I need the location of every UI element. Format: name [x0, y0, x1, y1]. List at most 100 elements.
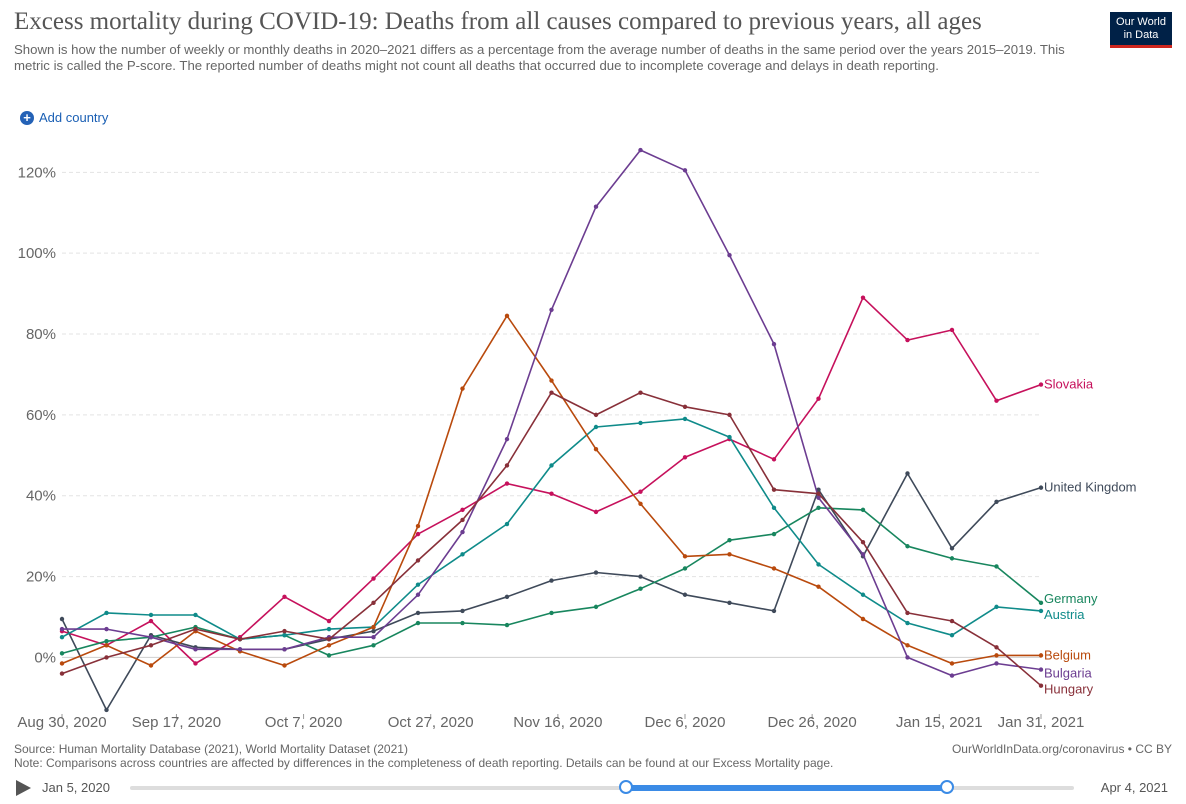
data-point	[504, 463, 510, 468]
data-point	[282, 647, 287, 652]
data-point	[415, 610, 421, 616]
data-point	[1038, 653, 1044, 658]
data-point	[638, 390, 643, 395]
y-tick-label: 0%	[34, 649, 56, 666]
series-line	[61, 418, 1042, 641]
data-point	[771, 531, 777, 537]
y-tick-label: 40%	[26, 488, 56, 505]
series-label: Austria	[1044, 607, 1085, 622]
data-point	[638, 420, 643, 426]
play-icon[interactable]	[16, 780, 31, 796]
data-point	[1038, 667, 1044, 672]
data-point	[682, 592, 688, 597]
logo-line-2: in Data	[1123, 29, 1159, 41]
data-point	[905, 643, 910, 648]
data-point	[371, 576, 376, 581]
data-point	[593, 424, 599, 430]
data-point	[816, 562, 821, 567]
add-country-label: Add country	[39, 110, 109, 125]
data-point	[638, 489, 643, 494]
data-point	[816, 495, 821, 500]
x-tick-label: Dec 26, 2020	[768, 714, 857, 731]
data-point	[549, 463, 554, 468]
data-point	[860, 552, 866, 557]
data-point	[905, 337, 910, 343]
data-point	[549, 491, 554, 496]
timeline-start-label: Jan 5, 2020	[42, 780, 110, 795]
data-point	[460, 620, 465, 626]
data-point	[994, 564, 999, 569]
x-tick-label: Dec 6, 2020	[645, 714, 726, 731]
series-label: Slovakia	[1044, 377, 1094, 392]
data-point	[638, 574, 643, 579]
data-point	[371, 600, 376, 606]
owid-logo[interactable]: Our World in Data	[1110, 12, 1172, 48]
timeline-start-handle[interactable]	[619, 780, 633, 794]
data-point	[727, 434, 732, 440]
series-line	[62, 149, 1042, 677]
footer-source: Source: Human Mortality Database (2021),…	[14, 742, 408, 756]
data-point	[816, 584, 821, 589]
data-point	[460, 507, 465, 513]
data-point	[905, 655, 910, 660]
data-point	[727, 253, 732, 258]
data-point	[326, 643, 332, 648]
data-point	[593, 604, 599, 610]
data-point	[949, 556, 955, 561]
data-point	[148, 618, 154, 624]
data-point	[593, 509, 599, 515]
data-point	[771, 608, 777, 614]
data-point	[771, 487, 777, 492]
data-point	[727, 537, 732, 543]
plus-icon: +	[20, 110, 34, 125]
data-point	[326, 637, 332, 642]
data-point	[1038, 683, 1044, 688]
data-point	[682, 554, 688, 559]
y-tick-label: 20%	[26, 569, 56, 586]
data-point	[460, 517, 465, 523]
timeline-end-handle[interactable]	[940, 780, 954, 794]
data-point	[549, 578, 554, 583]
data-point	[282, 632, 287, 638]
data-point	[549, 307, 554, 312]
data-point	[771, 341, 777, 347]
chart-title: Excess mortality during COVID-19: Deaths…	[14, 8, 982, 35]
data-point	[860, 592, 866, 597]
data-point	[1038, 608, 1044, 614]
data-point	[771, 457, 777, 462]
data-point	[727, 412, 732, 418]
data-point	[994, 661, 999, 666]
data-point	[148, 663, 154, 668]
data-point	[860, 295, 866, 300]
x-tick-label: Oct 27, 2020	[388, 714, 474, 731]
data-point	[1038, 600, 1044, 606]
data-point	[638, 147, 643, 153]
data-point	[771, 566, 777, 571]
footer-note: Note: Comparisons across countries are a…	[14, 756, 834, 770]
data-point	[860, 507, 866, 513]
data-point	[682, 416, 688, 422]
data-point	[59, 671, 65, 676]
data-point	[949, 632, 955, 638]
series-line	[61, 296, 1042, 665]
data-point	[326, 618, 332, 624]
data-point	[949, 661, 955, 666]
footer-credit[interactable]: OurWorldInData.org/coronavirus • CC BY	[951, 742, 1172, 756]
series-label: Germany	[1044, 591, 1098, 606]
series-label: Belgium	[1044, 647, 1091, 662]
data-point	[415, 592, 421, 597]
data-point	[905, 610, 910, 616]
data-point	[905, 620, 910, 626]
data-point	[371, 643, 376, 648]
add-country-button[interactable]: + Add country	[20, 110, 108, 125]
data-point	[638, 586, 643, 591]
data-point	[1038, 485, 1044, 490]
y-tick-label: 60%	[26, 407, 56, 424]
timeline-track[interactable]	[130, 786, 1074, 790]
data-point	[816, 487, 821, 492]
data-point	[593, 204, 599, 209]
y-tick-label: 100%	[18, 245, 56, 262]
data-point	[148, 634, 154, 640]
series-label: Bulgaria	[1044, 666, 1092, 681]
data-point	[371, 624, 376, 630]
